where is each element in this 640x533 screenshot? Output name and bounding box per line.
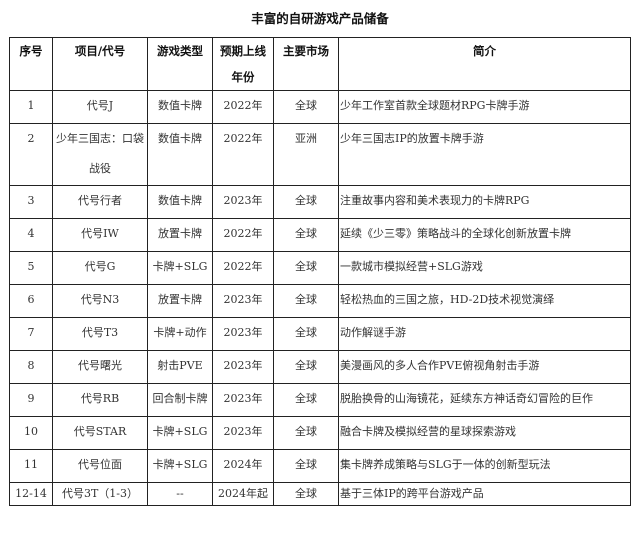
table-header-row: 序号 项目/代号 游戏类型 预期上线年份 主要市场 简介 (9, 37, 631, 91)
cell-desc: 少年三国志IP的放置卡牌手游 (338, 123, 631, 186)
cell-name: 代号STAR (52, 416, 148, 450)
cell-market: 全球 (273, 284, 339, 318)
cell-year: 2022年 (212, 90, 274, 124)
table-row: 4 代号IW 放置卡牌 2022年 全球 延续《少三零》策略战斗的全球化创新放置卡牌 (9, 218, 631, 252)
cell-market: 全球 (273, 482, 339, 506)
game-pipeline-table: 序号 项目/代号 游戏类型 预期上线年份 主要市场 简介 1 代号J 数值卡牌 202… (9, 37, 631, 506)
header-name: 项目/代号 (52, 37, 148, 91)
cell-year: 2024年起 (212, 482, 274, 506)
cell-type: 卡牌+SLG (147, 416, 213, 450)
cell-name: 代号3T（1-3） (52, 482, 148, 506)
header-market: 主要市场 (273, 37, 339, 91)
cell-year: 2022年 (212, 251, 274, 285)
table-row: 2 少年三国志：口袋战役 数值卡牌 2022年 亚洲 少年三国志IP的放置卡牌手游 (9, 123, 631, 186)
cell-market: 亚洲 (273, 123, 339, 186)
cell-desc: 动作解谜手游 (338, 317, 631, 351)
cell-year: 2023年 (212, 185, 274, 219)
cell-type: 放置卡牌 (147, 284, 213, 318)
cell-name: 少年三国志：口袋战役 (52, 123, 148, 186)
cell-no: 1 (9, 90, 53, 124)
table-row: 10 代号STAR 卡牌+SLG 2023年 全球 融合卡牌及模拟经营的星球探索游戏 (9, 416, 631, 450)
cell-desc: 美漫画风的多人合作PVE俯视角射击手游 (338, 350, 631, 384)
table-row: 3 代号行者 数值卡牌 2023年 全球 注重故事内容和美术表现力的卡牌RPG (9, 185, 631, 219)
cell-market: 全球 (273, 90, 339, 124)
table-row: 8 代号曙光 射击PVE 2023年 全球 美漫画风的多人合作PVE俯视角射击手游 (9, 350, 631, 384)
cell-market: 全球 (273, 185, 339, 219)
cell-market: 全球 (273, 350, 339, 384)
cell-name: 代号行者 (52, 185, 148, 219)
cell-no: 3 (9, 185, 53, 219)
cell-name: 代号IW (52, 218, 148, 252)
table-row: 5 代号G 卡牌+SLG 2022年 全球 一款城市模拟经营+SLG游戏 (9, 251, 631, 285)
cell-no: 10 (9, 416, 53, 450)
cell-desc: 少年工作室首款全球题材RPG卡牌手游 (338, 90, 631, 124)
cell-desc: 注重故事内容和美术表现力的卡牌RPG (338, 185, 631, 219)
cell-name: 代号位面 (52, 449, 148, 483)
cell-desc: 轻松热血的三国之旅，HD-2D技术视觉演绎 (338, 284, 631, 318)
cell-no: 7 (9, 317, 53, 351)
cell-desc: 基于三体IP的跨平台游戏产品 (338, 482, 631, 506)
table-row: 6 代号N3 放置卡牌 2023年 全球 轻松热血的三国之旅，HD-2D技术视觉演绎 (9, 284, 631, 318)
cell-no: 4 (9, 218, 53, 252)
cell-type: 卡牌+SLG (147, 251, 213, 285)
cell-no: 6 (9, 284, 53, 318)
cell-type: 数值卡牌 (147, 123, 213, 186)
cell-desc: 一款城市模拟经营+SLG游戏 (338, 251, 631, 285)
cell-year: 2023年 (212, 317, 274, 351)
cell-name: 代号T3 (52, 317, 148, 351)
cell-desc: 集卡牌养成策略与SLG于一体的创新型玩法 (338, 449, 631, 483)
header-type: 游戏类型 (147, 37, 213, 91)
cell-no: 11 (9, 449, 53, 483)
cell-market: 全球 (273, 218, 339, 252)
cell-year: 2024年 (212, 449, 274, 483)
cell-no: 9 (9, 383, 53, 417)
table-row: 11 代号位面 卡牌+SLG 2024年 全球 集卡牌养成策略与SLG于一体的创新型玩法 (9, 449, 631, 483)
cell-market: 全球 (273, 449, 339, 483)
header-desc: 简介 (338, 37, 631, 91)
header-year: 预期上线年份 (212, 37, 274, 91)
cell-type: -- (147, 482, 213, 506)
cell-market: 全球 (273, 251, 339, 285)
cell-no: 5 (9, 251, 53, 285)
cell-name: 代号G (52, 251, 148, 285)
cell-year: 2023年 (212, 350, 274, 384)
cell-no: 12-14 (9, 482, 53, 506)
table-row: 1 代号J 数值卡牌 2022年 全球 少年工作室首款全球题材RPG卡牌手游 (9, 90, 631, 124)
cell-year: 2023年 (212, 416, 274, 450)
table-row: 7 代号T3 卡牌+动作 2023年 全球 动作解谜手游 (9, 317, 631, 351)
cell-desc: 脱胎换骨的山海镜花，延续东方神话奇幻冒险的巨作 (338, 383, 631, 417)
cell-no: 2 (9, 123, 53, 186)
table-row: 12-14 代号3T（1-3） -- 2024年起 全球 基于三体IP的跨平台游戏产品 (9, 482, 631, 506)
document-title: 丰富的自研游戏产品储备 (251, 11, 389, 26)
cell-market: 全球 (273, 317, 339, 351)
cell-desc: 延续《少三零》策略战斗的全球化创新放置卡牌 (338, 218, 631, 252)
cell-market: 全球 (273, 416, 339, 450)
cell-type: 数值卡牌 (147, 90, 213, 124)
header-no: 序号 (9, 37, 53, 91)
cell-name: 代号J (52, 90, 148, 124)
cell-market: 全球 (273, 383, 339, 417)
cell-name: 代号RB (52, 383, 148, 417)
cell-type: 卡牌+SLG (147, 449, 213, 483)
table-row: 9 代号RB 回合制卡牌 2023年 全球 脱胎换骨的山海镜花，延续东方神话奇幻冒险的巨作 (9, 383, 631, 417)
cell-type: 回合制卡牌 (147, 383, 213, 417)
cell-name: 代号N3 (52, 284, 148, 318)
cell-type: 卡牌+动作 (147, 317, 213, 351)
cell-type: 数值卡牌 (147, 185, 213, 219)
cell-year: 2022年 (212, 218, 274, 252)
cell-type: 放置卡牌 (147, 218, 213, 252)
cell-no: 8 (9, 350, 53, 384)
cell-year: 2022年 (212, 123, 274, 186)
cell-year: 2023年 (212, 383, 274, 417)
cell-type: 射击PVE (147, 350, 213, 384)
cell-year: 2023年 (212, 284, 274, 318)
cell-desc: 融合卡牌及模拟经营的星球探索游戏 (338, 416, 631, 450)
cell-name: 代号曙光 (52, 350, 148, 384)
